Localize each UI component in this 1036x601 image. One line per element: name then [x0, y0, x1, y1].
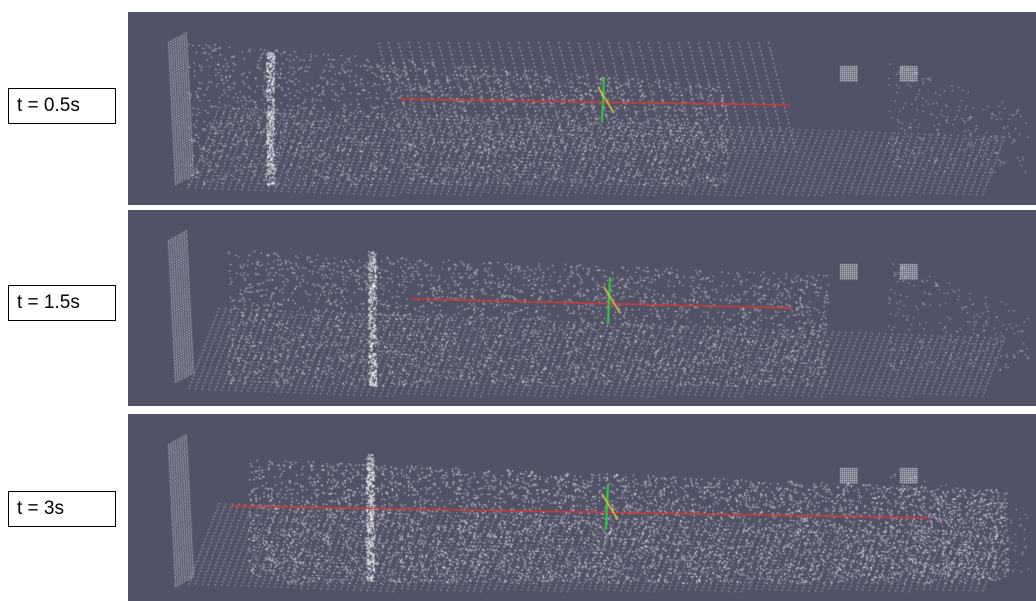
time-label-1: t = 0.5s [8, 88, 116, 124]
particle-canvas [128, 414, 1036, 601]
time-label-2: t = 1.5s [8, 285, 116, 321]
time-label-text: t = 0.5s [17, 95, 80, 116]
particle-view-3 [128, 414, 1036, 601]
time-label-text: t = 3s [17, 498, 64, 519]
particle-view-2 [128, 210, 1036, 406]
particle-canvas [128, 12, 1036, 205]
time-label-text: t = 1.5s [17, 292, 80, 313]
particle-canvas [128, 210, 1036, 406]
time-label-3: t = 3s [8, 491, 116, 527]
particle-view-1 [128, 12, 1036, 205]
